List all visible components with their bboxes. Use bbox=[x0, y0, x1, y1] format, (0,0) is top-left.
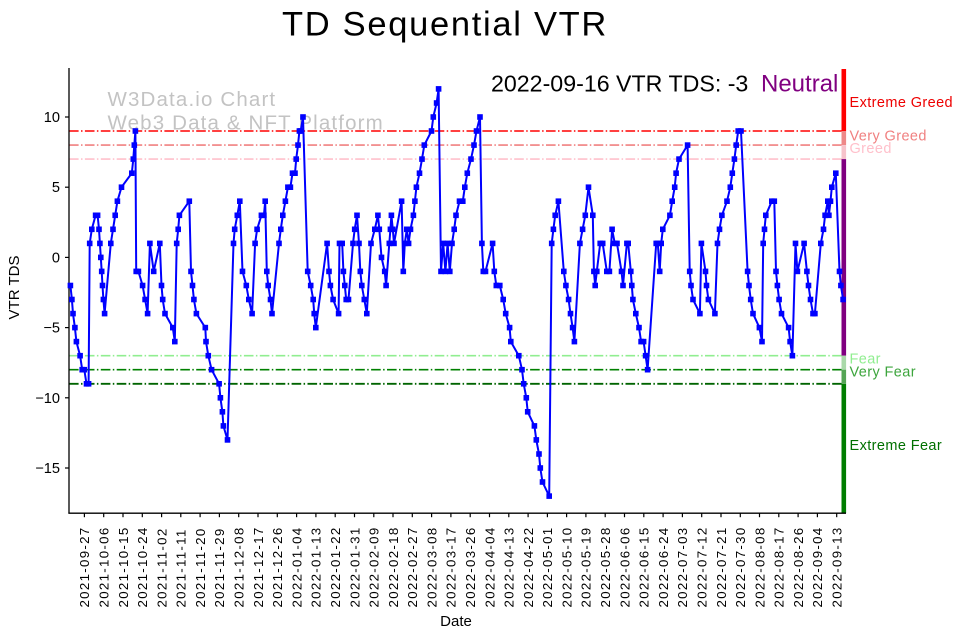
svg-text:2022-07-03: 2022-07-03 bbox=[675, 526, 690, 607]
svg-text:2022-07-21: 2022-07-21 bbox=[714, 526, 729, 607]
svg-text:2022-06-15: 2022-06-15 bbox=[637, 526, 652, 607]
svg-text:2022-01-13: 2022-01-13 bbox=[309, 526, 324, 607]
svg-text:Neutral: Neutral bbox=[761, 71, 838, 98]
svg-text:−5: −5 bbox=[43, 321, 60, 337]
svg-text:2022-05-19: 2022-05-19 bbox=[579, 526, 594, 607]
svg-text:2022-02-18: 2022-02-18 bbox=[386, 526, 401, 607]
svg-text:2022-07-12: 2022-07-12 bbox=[695, 526, 710, 607]
svg-text:2022-08-17: 2022-08-17 bbox=[772, 526, 787, 607]
svg-text:2021-11-11: 2021-11-11 bbox=[174, 528, 189, 607]
svg-text:−15: −15 bbox=[35, 461, 60, 477]
svg-text:2022-05-10: 2022-05-10 bbox=[559, 526, 574, 607]
svg-text:Date: Date bbox=[440, 613, 472, 630]
svg-text:Web3 Data & NFT Platform: Web3 Data & NFT Platform bbox=[108, 111, 384, 134]
svg-text:2022-08-08: 2022-08-08 bbox=[752, 526, 767, 607]
svg-text:2022-07-30: 2022-07-30 bbox=[733, 526, 748, 607]
svg-text:2022-01-04: 2022-01-04 bbox=[289, 526, 304, 607]
svg-text:2021-12-17: 2021-12-17 bbox=[251, 526, 266, 607]
svg-text:2022-03-08: 2022-03-08 bbox=[424, 526, 439, 607]
svg-text:2022-01-31: 2022-01-31 bbox=[347, 526, 362, 607]
svg-text:2022-09-13: 2022-09-13 bbox=[830, 526, 845, 607]
svg-text:2022-05-28: 2022-05-28 bbox=[598, 526, 613, 607]
svg-text:2022-04-04: 2022-04-04 bbox=[482, 526, 497, 607]
svg-text:2021-11-02: 2021-11-02 bbox=[154, 527, 169, 607]
svg-text:W3Data.io Chart: W3Data.io Chart bbox=[108, 88, 277, 111]
svg-text:Greed: Greed bbox=[850, 141, 892, 157]
svg-text:2022-06-24: 2022-06-24 bbox=[656, 526, 671, 607]
svg-text:2021-09-27: 2021-09-27 bbox=[77, 526, 92, 607]
svg-text:0: 0 bbox=[52, 250, 60, 266]
svg-text:Very Greed: Very Greed bbox=[850, 129, 927, 145]
svg-text:10: 10 bbox=[44, 110, 60, 126]
svg-text:2022-04-13: 2022-04-13 bbox=[502, 526, 517, 607]
svg-text:Extreme Fear: Extreme Fear bbox=[850, 438, 943, 454]
svg-text:Very Fear: Very Fear bbox=[850, 365, 916, 381]
svg-text:2021-10-24: 2021-10-24 bbox=[135, 526, 150, 607]
svg-text:2022-03-26: 2022-03-26 bbox=[463, 526, 478, 607]
svg-text:2021-11-20: 2021-11-20 bbox=[193, 527, 208, 607]
svg-text:2022-09-16 VTR TDS: -3: 2022-09-16 VTR TDS: -3 bbox=[491, 71, 748, 97]
svg-text:Fear: Fear bbox=[850, 352, 881, 368]
svg-text:2022-08-26: 2022-08-26 bbox=[791, 526, 806, 607]
svg-text:VTR TDS: VTR TDS bbox=[6, 256, 23, 320]
svg-text:2022-02-09: 2022-02-09 bbox=[367, 526, 382, 607]
svg-text:2021-12-08: 2021-12-08 bbox=[232, 526, 247, 607]
svg-text:2022-03-17: 2022-03-17 bbox=[444, 526, 459, 607]
svg-text:2021-10-15: 2021-10-15 bbox=[116, 526, 131, 607]
svg-text:5: 5 bbox=[52, 180, 60, 196]
svg-text:2021-12-26: 2021-12-26 bbox=[270, 526, 285, 607]
svg-text:2022-02-27: 2022-02-27 bbox=[405, 526, 420, 607]
svg-text:2022-09-04: 2022-09-04 bbox=[810, 526, 825, 607]
svg-text:2022-06-06: 2022-06-06 bbox=[617, 526, 632, 607]
svg-text:2022-04-22: 2022-04-22 bbox=[521, 526, 536, 607]
svg-text:2021-10-06: 2021-10-06 bbox=[97, 526, 112, 607]
svg-text:2022-05-01: 2022-05-01 bbox=[540, 526, 555, 607]
svg-text:Extreme Greed: Extreme Greed bbox=[850, 95, 954, 111]
svg-text:−10: −10 bbox=[35, 391, 60, 407]
svg-text:2021-11-29: 2021-11-29 bbox=[212, 527, 227, 607]
svg-text:2022-01-22: 2022-01-22 bbox=[328, 526, 343, 607]
svg-text:TD Sequential VTR: TD Sequential VTR bbox=[282, 6, 608, 44]
